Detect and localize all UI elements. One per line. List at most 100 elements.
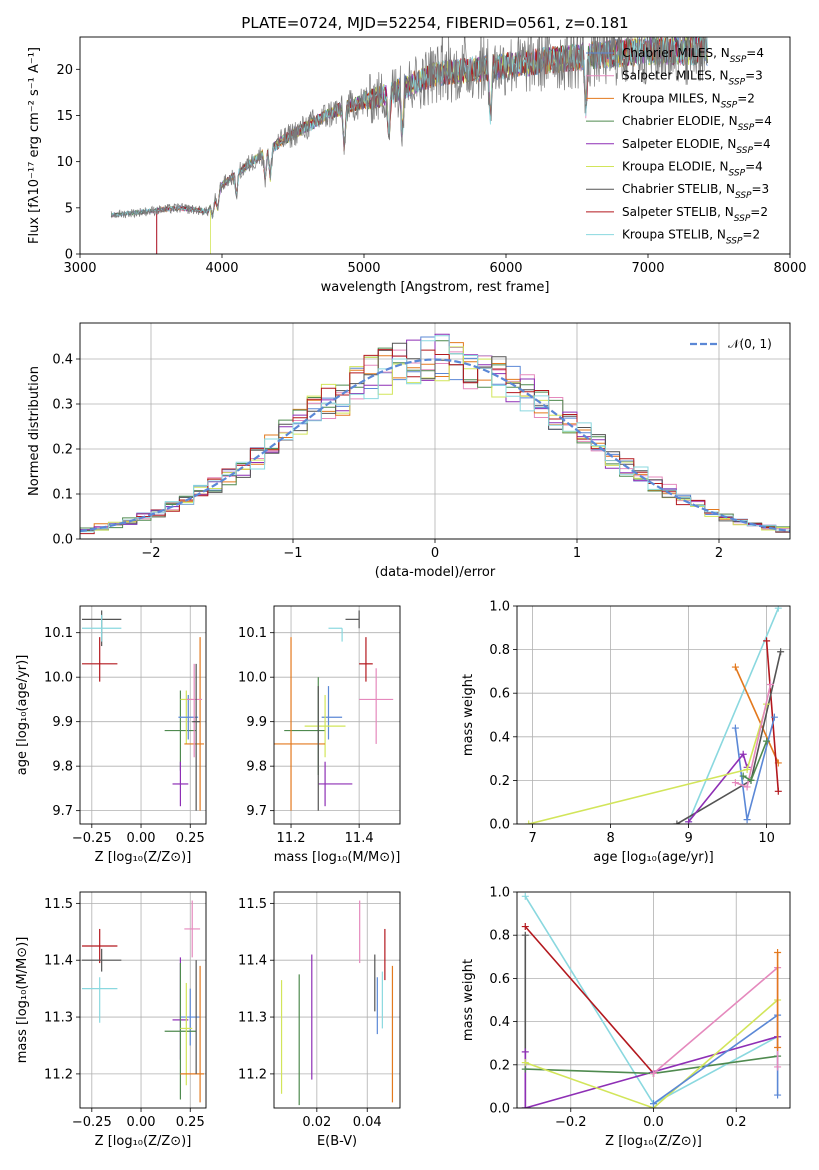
x-tick-label: 9 — [684, 831, 692, 846]
axes-frame — [79, 891, 207, 1109]
y-axis-label: Flux [fλ10⁻¹⁷ erg cm⁻² s⁻¹ A⁻¹] — [27, 47, 42, 244]
y-tick-label: 10 — [56, 155, 73, 170]
plot-area — [81, 900, 205, 1103]
weight-marker — [731, 663, 739, 671]
y-tick-label: 10.1 — [238, 626, 267, 641]
weight-vs-age-panel: 7 8 9 10 0.0 0.2 0.4 0.6 0.8 1.0 age [log₁₀(age/yr… — [461, 600, 791, 865]
legend-label: Salpeter STELIB, NSSP=2 — [622, 205, 768, 224]
weight-marker — [774, 1091, 782, 1099]
y-tick-label: 0.1 — [52, 488, 73, 503]
y-tick-label: 0.4 — [489, 730, 510, 745]
weight-line-kroupa-miles — [734, 666, 780, 764]
weight-marker — [774, 787, 782, 795]
x-tick-label: 7000 — [631, 261, 664, 276]
y-tick-label: 9.7 — [246, 804, 267, 819]
normal-distribution-curve — [80, 358, 790, 533]
weight-marker — [743, 766, 751, 773]
x-tick-label: 0 — [431, 546, 439, 561]
x-axis-label: Z [log₁₀(Z/Z⊙)] — [95, 850, 192, 865]
y-tick-label: 11.5 — [238, 897, 267, 912]
weight-marker — [673, 820, 681, 824]
x-axis-label: mass [log₁₀(M/M⊙)] — [274, 850, 401, 865]
x-axis-label: Z [log₁₀(Z/Z⊙)] — [95, 1134, 192, 1149]
spectrum-line-kroupa-stelib — [110, 37, 708, 219]
y-tick-label: 11.3 — [44, 1011, 73, 1026]
y-tick-label: 0.2 — [489, 1058, 510, 1073]
x-tick-label: −1 — [283, 546, 302, 561]
plot-area — [280, 900, 394, 1106]
residual-histogram-panel: −2 −1 0 1 2 0.0 0.1 0.2 0.3 0.4 (data-model)/error… — [27, 322, 791, 580]
weight-marker — [521, 1065, 529, 1073]
axes-frame — [273, 891, 401, 1109]
x-tick-label: 2 — [715, 546, 723, 561]
weight-marker — [774, 1044, 782, 1052]
y-tick-label: 11.4 — [238, 954, 267, 969]
legend-label: Chabrier STELIB, NSSP=3 — [622, 182, 769, 201]
x-tick-label: 0.00 — [127, 831, 156, 846]
weight-marker — [777, 648, 785, 656]
x-tick-label: 0.00 — [127, 1115, 156, 1130]
x-tick-label: −2 — [141, 546, 160, 561]
weight-marker — [747, 776, 755, 784]
y-tick-label: 11.4 — [44, 954, 73, 969]
weight-marker — [525, 820, 533, 824]
axes-frame — [79, 36, 791, 255]
weight-marker — [521, 931, 529, 939]
y-tick-label: 0.8 — [489, 929, 510, 944]
weight-marker — [731, 724, 739, 732]
y-tick-label: 0.8 — [489, 643, 510, 658]
x-tick-label: 0.02 — [302, 1115, 331, 1130]
weight-line-chabrier-miles — [734, 716, 776, 820]
y-tick-label: 0 — [65, 248, 73, 263]
y-tick-label: 0.2 — [489, 774, 510, 789]
y-tick-label: 9.7 — [52, 804, 73, 819]
weight-marker — [650, 1069, 657, 1077]
x-tick-label: 0.25 — [176, 1115, 205, 1130]
weight-marker — [743, 816, 751, 824]
y-tick-label: 0.3 — [52, 398, 73, 413]
plot-area — [81, 610, 205, 811]
figure-title: PLATE=0724, MJD=52254, FIBERID=0561, z=0… — [241, 14, 628, 32]
weight-marker — [521, 1048, 529, 1056]
plot-area — [525, 606, 785, 824]
x-tick-label: 0.04 — [353, 1115, 382, 1130]
y-axis-label: mass [log₁₀(M/M⊙)] — [15, 937, 30, 1064]
weight-marker — [767, 680, 774, 688]
spectrum-line-chabrier-stelib — [110, 37, 708, 219]
axes-frame — [79, 605, 207, 825]
weight-line-salpeter-stelib — [524, 926, 655, 1074]
legend-label: Kroupa ELODIE, NSSP=4 — [622, 160, 763, 179]
weight-line-kroupa-elodie — [525, 999, 779, 1108]
weight-line-salpeter-stelib — [765, 640, 780, 792]
x-tick-label: 4000 — [205, 261, 238, 276]
weight-line-salpeter-elodie — [524, 1035, 778, 1108]
y-axis-label: mass weight — [461, 674, 476, 756]
y-tick-label: 0.6 — [489, 687, 510, 702]
weight-marker — [650, 1100, 657, 1108]
y-tick-label: 11.5 — [44, 897, 73, 912]
y-tick-label: 9.8 — [246, 760, 267, 775]
y-tick-label: 9.9 — [246, 715, 267, 730]
x-tick-label: 10 — [758, 831, 775, 846]
y-tick-label: 11.2 — [238, 1067, 267, 1082]
y-axis-label: mass weight — [461, 959, 476, 1041]
weight-marker — [739, 750, 747, 758]
mass-vs-extinction-panel: 0.02 0.04 11.2 11.3 11.4 11.5 E(B-V) — [238, 891, 401, 1149]
y-tick-label: 1.0 — [489, 600, 510, 615]
x-tick-label: 6000 — [489, 261, 522, 276]
x-tick-label: 3000 — [63, 261, 96, 276]
weight-line-salpeter-miles — [652, 965, 779, 1075]
x-tick-label: 5000 — [347, 261, 380, 276]
y-tick-label: 0.0 — [489, 818, 510, 833]
axes-frame — [516, 891, 791, 1109]
weight-marker — [521, 923, 529, 931]
weight-marker — [521, 1059, 529, 1067]
x-tick-label: −0.25 — [72, 1115, 112, 1130]
x-axis-label: E(B-V) — [317, 1134, 357, 1149]
weight-marker — [774, 1063, 782, 1071]
weight-marker — [685, 818, 693, 824]
y-tick-label: 10.0 — [44, 671, 73, 686]
y-tick-label: 9.9 — [52, 715, 73, 730]
x-axis-label: age [log₁₀(age/yr)] — [593, 850, 714, 865]
